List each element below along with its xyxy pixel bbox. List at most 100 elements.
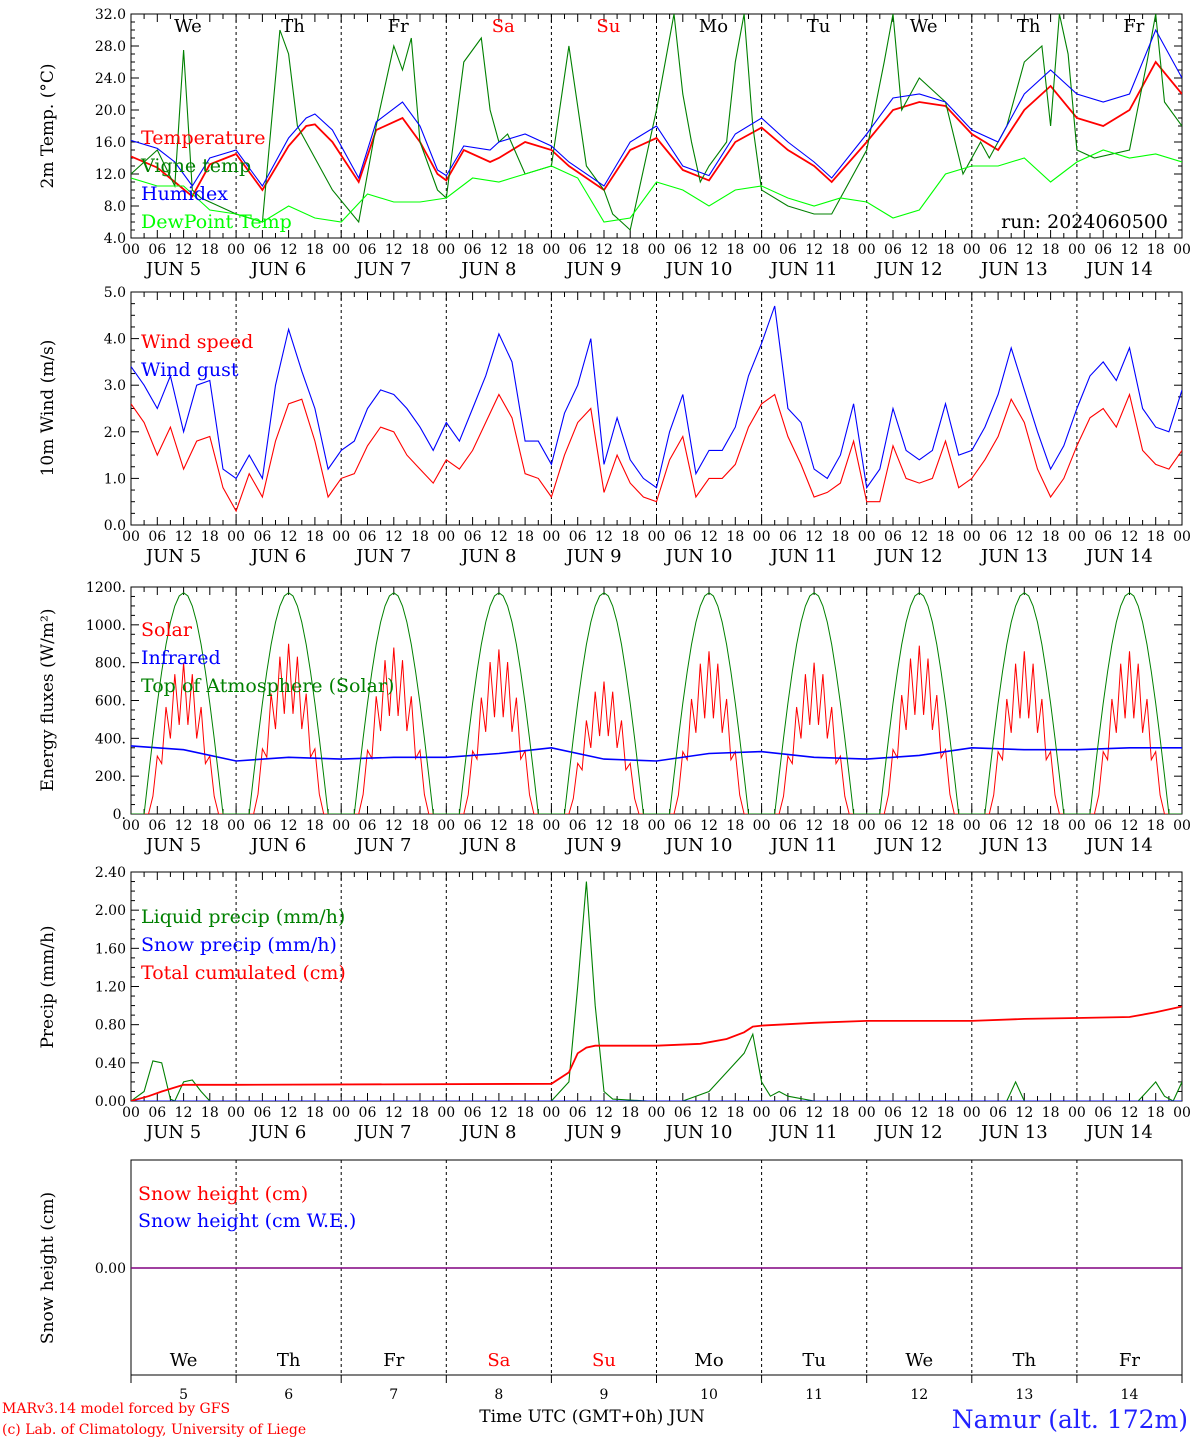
day-of-week-label: Fr bbox=[1123, 16, 1144, 37]
hour-label: 12 bbox=[490, 1105, 508, 1121]
hour-label: 00 bbox=[332, 818, 350, 834]
lab-credit-line: (c) Lab. of Climatology, University of L… bbox=[2, 1422, 306, 1438]
day-number-label: 13 bbox=[1015, 1387, 1033, 1403]
hour-label: 00 bbox=[437, 1105, 455, 1121]
hour-label: 06 bbox=[253, 1105, 271, 1121]
hour-label: 18 bbox=[726, 1105, 744, 1121]
hour-label: 00 bbox=[648, 818, 666, 834]
hour-label: 18 bbox=[306, 529, 324, 545]
hour-label: 00 bbox=[753, 818, 771, 834]
y-tick-label: 20.0 bbox=[95, 103, 126, 119]
hour-label: 12 bbox=[280, 818, 298, 834]
hour-label: 12 bbox=[595, 242, 613, 258]
y-tick-label: 2.40 bbox=[95, 865, 126, 881]
day-of-week-label: Mo bbox=[694, 1350, 723, 1371]
hour-label: 12 bbox=[1015, 242, 1033, 258]
hour-label: 12 bbox=[385, 242, 403, 258]
hour-label: 00 bbox=[1068, 242, 1086, 258]
hour-label: 00 bbox=[963, 242, 981, 258]
hour-label: 00 bbox=[1068, 1105, 1086, 1121]
panel-wind: 0.0 1.0 2.0 3.0 4.0 5.0 10m Wind (m/s) 00 06 12 18… bbox=[38, 285, 1191, 567]
date-label: JUN 6 bbox=[249, 546, 306, 567]
y-tick-label: 2.00 bbox=[95, 903, 126, 919]
hour-label: 18 bbox=[621, 529, 639, 545]
hour-label: 00 bbox=[1068, 818, 1086, 834]
y-axis-title: 2m Temp. (°C) bbox=[38, 63, 58, 188]
hour-label: 06 bbox=[569, 1105, 587, 1121]
y-tick-label: 28.0 bbox=[95, 39, 126, 55]
date-label: JUN 9 bbox=[564, 835, 621, 856]
hour-label: 00 bbox=[227, 242, 245, 258]
legend-entry: Temperature bbox=[141, 127, 265, 149]
hour-label: 12 bbox=[490, 529, 508, 545]
hour-label: 12 bbox=[805, 242, 823, 258]
hour-label: 06 bbox=[464, 1105, 482, 1121]
hour-ticks bbox=[130, 292, 1183, 525]
hour-label: 00 bbox=[437, 818, 455, 834]
hour-label: 12 bbox=[175, 818, 193, 834]
hour-label: 00 bbox=[332, 242, 350, 258]
date-label: JUN 10 bbox=[664, 1122, 733, 1143]
day-of-week-label: Fr bbox=[388, 16, 409, 37]
date-label: JUN 14 bbox=[1084, 546, 1153, 567]
date-label: JUN 8 bbox=[459, 546, 516, 567]
hour-label: 18 bbox=[411, 242, 429, 258]
series-group bbox=[131, 881, 1182, 1101]
hour-label: 12 bbox=[385, 1105, 403, 1121]
series-0 bbox=[131, 881, 1182, 1101]
y-tick-label: 1.60 bbox=[95, 941, 126, 957]
hour-label: 06 bbox=[674, 1105, 692, 1121]
hour-label: 00 bbox=[648, 529, 666, 545]
y-tick-label: 800. bbox=[95, 656, 126, 672]
hour-label: 00 bbox=[542, 242, 560, 258]
hour-label: 00 bbox=[122, 1105, 140, 1121]
series-group bbox=[131, 592, 1182, 814]
series-0 bbox=[131, 392, 1182, 513]
hour-label: 18 bbox=[201, 529, 219, 545]
hour-label: 18 bbox=[726, 529, 744, 545]
hour-label: 18 bbox=[411, 818, 429, 834]
hour-label: 00 bbox=[1173, 1105, 1191, 1121]
legend-entry: Snow height (cm W.E.) bbox=[138, 1210, 356, 1232]
date-label: JUN 12 bbox=[874, 259, 943, 280]
day-of-week-label: Fr bbox=[1119, 1350, 1140, 1371]
hour-label: 00 bbox=[227, 529, 245, 545]
hour-label: 00 bbox=[437, 242, 455, 258]
hour-label: 06 bbox=[464, 529, 482, 545]
hour-label: 00 bbox=[542, 529, 560, 545]
y-tick-label: 600. bbox=[95, 694, 126, 710]
hour-label: 12 bbox=[700, 242, 718, 258]
hour-label: 18 bbox=[937, 1105, 955, 1121]
y-axis-title: Precip (mm/h) bbox=[38, 925, 58, 1048]
hour-label: 18 bbox=[621, 1105, 639, 1121]
day-number-label: 14 bbox=[1121, 1387, 1139, 1403]
footer: MARv3.14 model forced by GFS (c) Lab. of… bbox=[2, 1401, 1188, 1438]
series-2 bbox=[131, 28, 1182, 188]
run-label: run: 2024060500 bbox=[1001, 211, 1168, 233]
hour-label: 12 bbox=[1121, 1105, 1139, 1121]
hour-label: 12 bbox=[910, 1105, 928, 1121]
hour-label: 18 bbox=[516, 1105, 534, 1121]
hour-label: 00 bbox=[858, 242, 876, 258]
hour-label: 00 bbox=[753, 242, 771, 258]
y-tick-label: 0.0 bbox=[104, 518, 126, 534]
y-tick-label: 2.0 bbox=[104, 425, 126, 441]
series-1 bbox=[131, 305, 1182, 490]
date-label: JUN 12 bbox=[874, 1122, 943, 1143]
y-tick-label: 1000. bbox=[86, 618, 126, 634]
hour-label: 18 bbox=[1042, 242, 1060, 258]
hour-label: 06 bbox=[148, 818, 166, 834]
hour-label: 06 bbox=[359, 242, 377, 258]
y-tick-label: 0.00 bbox=[95, 1094, 126, 1110]
hour-label: 06 bbox=[989, 1105, 1007, 1121]
hour-label: 18 bbox=[516, 529, 534, 545]
hour-label: 00 bbox=[227, 1105, 245, 1121]
hour-label: 06 bbox=[779, 818, 797, 834]
series-group bbox=[131, 14, 1182, 232]
day-of-week-label: Th bbox=[281, 16, 305, 37]
day-of-week-label: Mo bbox=[699, 16, 728, 37]
hour-label: 00 bbox=[753, 1105, 771, 1121]
hour-label: 06 bbox=[464, 242, 482, 258]
series-group bbox=[131, 305, 1182, 513]
time-axis-label: Time UTC (GMT+0h) JUN bbox=[479, 1407, 705, 1427]
